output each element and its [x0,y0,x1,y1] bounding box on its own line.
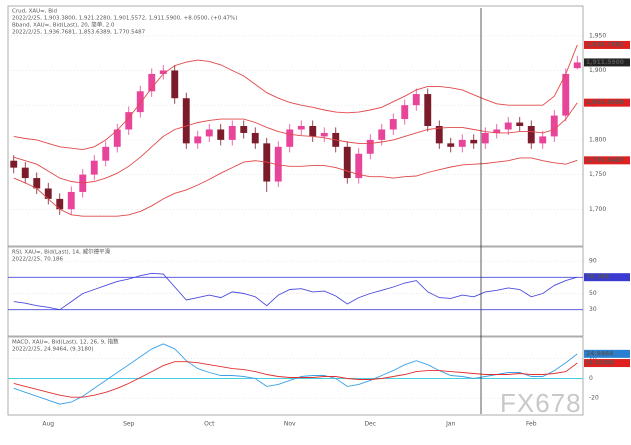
x-tick-label: Dec [364,421,376,428]
candle-body [113,129,121,147]
value-tag-label: 1,770.5487 [586,157,624,164]
candle-body [504,122,512,130]
candle-body [424,94,432,126]
candle-body [228,126,236,140]
candle-body [539,136,547,144]
x-tick-label: Sep [123,421,135,428]
candle-body [309,126,317,137]
candle-body [470,139,478,144]
candle-body [67,191,75,210]
x-tick-label: Jan [445,421,455,428]
series-line [13,343,578,405]
candle-body [194,136,202,144]
panel-info: 2022/2/25, 1,936.7681, 1,853.6389, 1,770… [12,30,146,36]
value-tag-label: 70.186 [586,274,609,281]
candle-body [297,126,305,130]
watermark: FX678 [500,388,582,418]
series-line [13,102,578,184]
value-tag-label: 24.9464 [586,350,613,357]
panel [7,5,584,247]
value-tag [584,58,630,67]
y-tick-label: 1,700 [589,206,606,213]
value-tag [584,40,630,49]
x-tick-label: Aug [42,421,54,428]
candle-body [217,129,225,140]
candle-body [171,70,179,99]
candle-body [44,188,52,199]
candle-body [481,132,489,144]
value-tag [584,273,630,282]
candle-body [573,62,581,69]
series-line [13,44,578,151]
series-line [13,157,578,217]
series-line [13,361,578,398]
y-tick-label: 90 [589,258,597,265]
panel [7,336,584,416]
candle-body [320,132,328,137]
value-tag [584,156,630,165]
candle-body [56,198,64,210]
candle-body [90,160,98,175]
panel-info: Crud, XAU=, Bid [12,9,57,15]
y-tick-label: -20 [589,395,599,402]
y-tick-label: 20 [589,355,597,362]
value-tag-label: 1,911.5900 [586,59,624,66]
candle-body [355,153,363,179]
x-tick-label: Oct [204,421,215,428]
panel [7,246,584,337]
y-tick-label: 50 [589,290,597,297]
value-tag [584,98,630,107]
candle-body [33,178,41,189]
x-tick-label: Nov [284,421,296,428]
candle-body [240,126,248,133]
candle-body [366,139,374,154]
panel-info: RSI, XAU=, Bid(Last), 14, 威尔德平滑 [12,248,111,256]
panel-info: 2022/2/25, 24.9464, (9.3180) [12,347,93,353]
candle-body [21,167,29,179]
value-tag [584,349,630,358]
panel-info: 2022/2/25, 70.186 [12,257,63,263]
candle-body [458,139,466,147]
panel-info: 2022/2/25, 1,903.3800, 1,921.2280, 1,901… [12,16,237,22]
candle-body [435,126,443,144]
value-tag [584,359,630,368]
candle-body [159,70,167,74]
candle-body [274,146,282,182]
y-tick-label: 1,900 [589,67,606,74]
candle-body [447,143,455,147]
candle-body [401,105,409,120]
value-tag-label: 1,853.6389 [586,99,624,106]
candle-body [251,132,259,144]
candle-body [527,126,535,144]
y-tick-label: 1,950 [589,32,606,39]
panel-info: Bband, XAU=, Bid(Last), 20, 简单, 2.0 [12,21,115,29]
candle-body [412,94,420,106]
candle-body [182,98,190,144]
candle-body [389,119,397,130]
candle-body [343,146,351,179]
candle-body [10,160,18,168]
value-tag-label: (9.3180) [586,360,615,367]
x-tick-label: Feb [526,421,537,428]
candle-body [148,73,156,92]
value-tag-label: 1,936.7681 [586,41,624,48]
candle-body [125,112,133,130]
candle-body [562,73,570,116]
candle-body [102,146,110,161]
candle-body [493,129,501,133]
candle-body [378,129,386,140]
candle-body [136,91,144,113]
candle-body [516,122,524,126]
y-tick-label: 0 [589,375,593,382]
candle-body [286,129,294,147]
y-tick-label: 1,750 [589,171,606,178]
y-tick-label: 30 [589,306,597,313]
series-line [13,272,578,311]
candle-body [205,129,213,137]
candle-body [550,115,558,137]
panel-info: MACD, XAU=, Bid(Last), 12, 26, 9, 指数 [12,338,119,346]
y-tick-label: 1,800 [589,136,606,143]
